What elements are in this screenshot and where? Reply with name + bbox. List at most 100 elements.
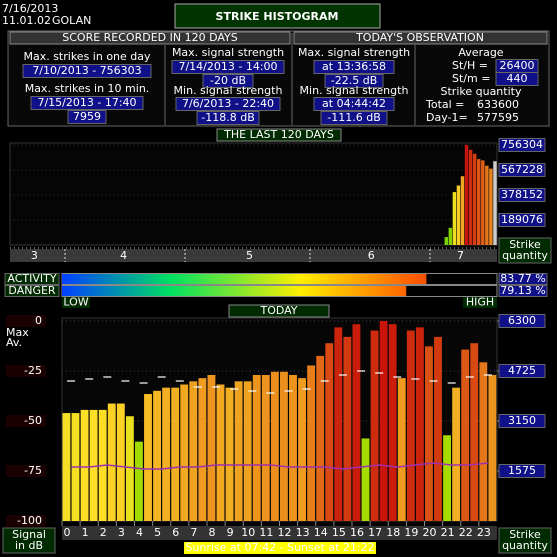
bar [316, 355, 325, 521]
bar [485, 165, 489, 245]
bar [261, 374, 270, 521]
label: Max. signal strength [298, 46, 410, 59]
y-tick-label-box [498, 213, 546, 227]
bar [107, 403, 116, 521]
bar [472, 153, 477, 245]
date: 7/16/2013 [2, 2, 58, 15]
bar [80, 409, 89, 521]
x-tick-label: 0 [64, 526, 71, 539]
chart-title: THE LAST 120 DAYS [223, 128, 334, 141]
x-tick-label: 23 [477, 526, 491, 539]
x-tick-label: 8 [209, 526, 216, 539]
chart-title-box [216, 128, 342, 142]
y-tick-label: -25 [24, 364, 42, 377]
bar [89, 409, 98, 521]
low-box [62, 297, 90, 308]
label: Total = [425, 98, 464, 111]
heading: SCORE RECORDED IN 120 DAYS [62, 31, 238, 44]
value: -22.5 dB [331, 74, 378, 87]
title-box [174, 3, 381, 29]
gauge-fill [62, 286, 407, 296]
y-tick-label-box [498, 188, 546, 202]
heading-box [9, 31, 291, 45]
label: Max. strikes in one day [23, 50, 151, 63]
heading: TODAY'S OBSERVATION [355, 31, 484, 44]
bar [307, 365, 316, 521]
label: 577595 [477, 111, 519, 124]
value-box [175, 97, 281, 111]
x-tick-label: 3 [31, 249, 38, 262]
gauge-label: DANGER [8, 284, 56, 297]
value: 7/15/2013 - 17:40 [37, 96, 136, 109]
y-tick-label: 567228 [501, 163, 543, 176]
x-axis-strip [62, 526, 497, 540]
bar [243, 381, 252, 521]
axis-label: quantity [502, 249, 548, 262]
y-tick-label: 378152 [501, 188, 543, 201]
x-tick-label: 11 [259, 526, 273, 539]
bar [452, 192, 457, 245]
label: Average [458, 46, 503, 59]
axis-label-box [2, 527, 56, 554]
value-box [202, 74, 254, 88]
bar [379, 321, 388, 521]
bar [144, 394, 152, 521]
x-tick-label: 21 [441, 526, 455, 539]
axis-label: in dB [15, 539, 43, 552]
y-tick-label-box [498, 163, 546, 177]
x-tick-label: 20 [423, 526, 437, 539]
bar [488, 374, 497, 521]
bar [477, 159, 481, 245]
bar [62, 413, 71, 521]
axis-label: quantity [502, 539, 548, 552]
bar [406, 330, 415, 521]
value: -118.8 dB [201, 111, 255, 124]
bar [489, 168, 493, 245]
bar [352, 324, 361, 521]
value-box [30, 96, 144, 110]
bar [325, 343, 334, 521]
y2-tick-label-box [498, 314, 546, 328]
y2-tick-label: 6300 [508, 314, 536, 327]
x-tick-label: 6 [368, 249, 375, 262]
x-tick-label: 4 [136, 526, 143, 539]
axis-label: Strike [509, 238, 541, 251]
bar [456, 185, 461, 245]
high-box [463, 297, 497, 308]
bar [198, 378, 207, 521]
x-tick-label: 15 [332, 526, 346, 539]
bar [448, 227, 453, 245]
y-tick-label: -50 [24, 414, 42, 427]
bar [425, 346, 433, 521]
bar [452, 387, 461, 521]
y-tick-box [6, 315, 46, 327]
x-tick-label: 5 [246, 249, 253, 262]
plot-area [61, 317, 498, 522]
x-tick-label: 18 [386, 526, 400, 539]
x-tick-label: 3 [118, 526, 125, 539]
x-tick-label: 13 [296, 526, 310, 539]
bar [397, 378, 406, 521]
bar [171, 387, 180, 521]
gauge-value: 83.77 % [500, 272, 545, 285]
bar [289, 374, 297, 521]
bar [116, 403, 125, 521]
value: 7/14/2013 - 14:00 [178, 60, 277, 73]
gauge-label-box [4, 285, 60, 297]
bar [461, 349, 470, 521]
value-box [313, 97, 395, 111]
legend-entry: Max [6, 326, 29, 339]
x-tick-label: 1 [82, 526, 89, 539]
x-tick-label: 5 [154, 526, 161, 539]
y2-tick-label-box [498, 364, 546, 378]
y2-tick-label-box [498, 464, 546, 478]
value: 7/6/2013 - 22:40 [182, 97, 274, 110]
value: 440 [507, 72, 528, 85]
value: -111.6 dB [327, 111, 381, 124]
x-axis-strip [10, 249, 497, 262]
gauge-fill [62, 274, 427, 284]
x-tick-label: 4 [120, 249, 127, 262]
axis-label: Strike [509, 528, 541, 541]
bar [493, 161, 497, 245]
value: at 04:44:42 [322, 97, 386, 110]
